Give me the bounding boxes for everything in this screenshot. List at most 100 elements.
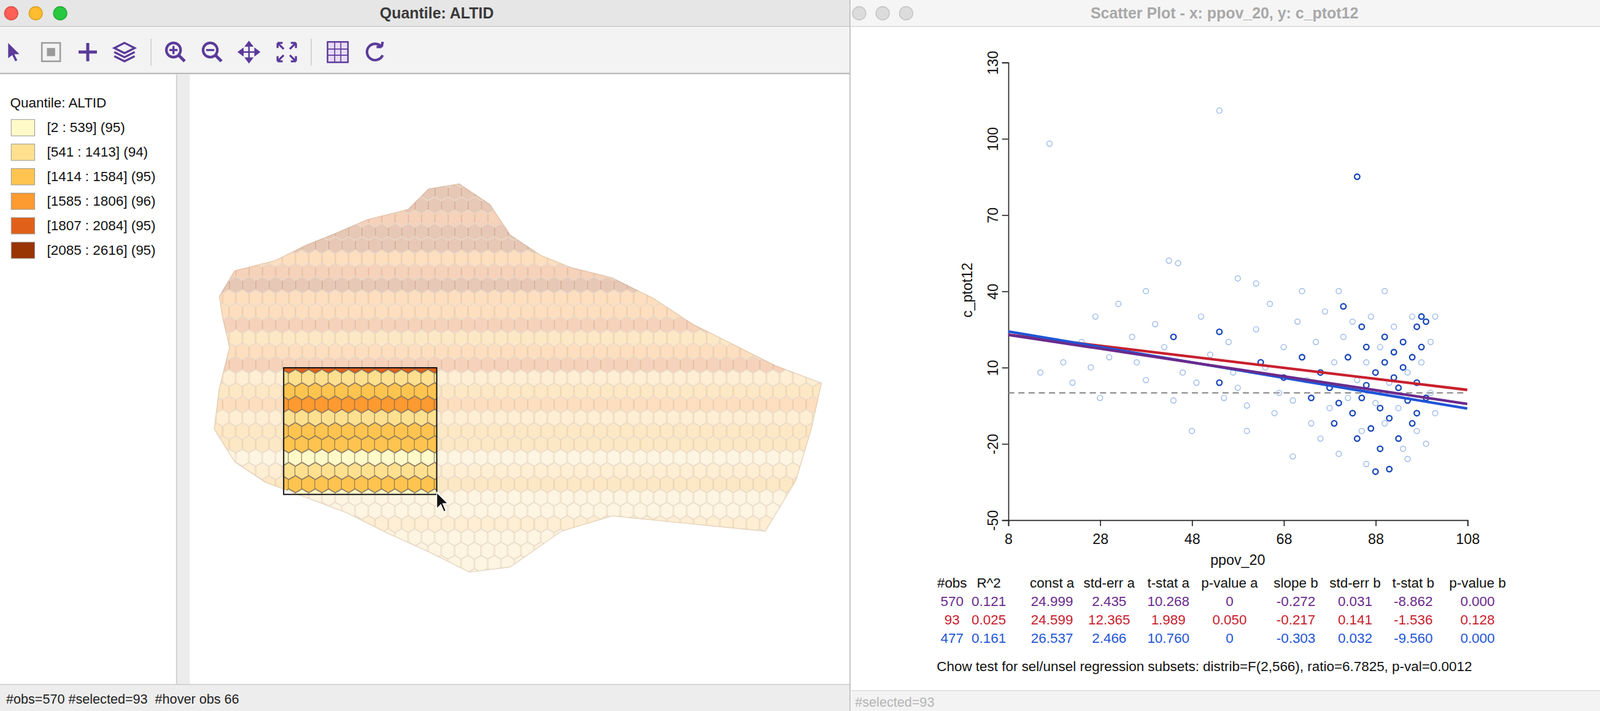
point[interactable] [1363,359,1370,366]
map-unit[interactable] [301,183,316,201]
map-unit[interactable] [255,568,270,586]
map-unit[interactable] [759,223,774,240]
map-unit[interactable] [606,529,621,546]
point[interactable] [1368,313,1374,320]
map-unit[interactable] [752,236,767,254]
map-unit[interactable] [792,475,807,493]
map-unit[interactable] [745,276,760,294]
map-unit[interactable] [454,568,469,586]
map-unit[interactable] [268,541,283,559]
map-unit[interactable] [215,329,230,347]
map-unit[interactable] [201,329,217,347]
map-unit[interactable] [427,568,442,586]
map-unit[interactable] [261,529,276,546]
point[interactable] [1299,288,1305,294]
map-unit[interactable] [295,515,310,533]
point[interactable] [1336,400,1342,406]
map-unit[interactable] [619,263,634,280]
map-unit[interactable] [745,250,760,267]
map-unit[interactable] [228,223,243,240]
map-unit[interactable] [579,183,595,201]
map-unit[interactable] [692,303,708,320]
map-unit[interactable] [633,210,648,228]
map-unit[interactable] [811,435,827,453]
map-unit[interactable] [692,223,708,240]
map-unit[interactable] [208,316,223,334]
map-unit[interactable] [706,515,721,533]
map-unit[interactable] [692,568,708,586]
point[interactable] [1386,466,1392,472]
map-unit[interactable] [626,197,641,214]
map-unit[interactable] [759,250,774,267]
map-unit[interactable] [301,555,316,572]
map-unit[interactable] [308,568,323,586]
map-unit[interactable] [646,529,661,546]
map-unit[interactable] [818,529,833,546]
map-unit[interactable] [222,236,237,254]
map-unit[interactable] [361,541,376,559]
map-unit[interactable] [719,223,734,240]
point[interactable] [1115,301,1122,307]
map-unit[interactable] [301,502,316,519]
map-unit[interactable] [248,475,263,493]
point[interactable] [1134,359,1140,366]
map-unit[interactable] [633,263,648,280]
map-unit[interactable] [281,515,296,533]
map-unit[interactable] [759,329,774,347]
point[interactable] [1326,405,1333,411]
map-unit[interactable] [785,223,800,240]
map-unit[interactable] [201,276,217,294]
map-unit[interactable] [805,210,820,228]
map-unit[interactable] [222,183,237,201]
map-unit[interactable] [520,170,535,188]
map-unit[interactable] [361,568,376,586]
map-unit[interactable] [686,236,701,254]
map-unit[interactable] [752,210,767,228]
map-unit[interactable] [653,250,668,267]
map-unit[interactable] [772,329,787,347]
map-unit[interactable] [765,289,781,307]
map-unit[interactable] [653,170,668,188]
map-unit[interactable] [811,568,827,586]
map-unit[interactable] [679,223,694,240]
point[interactable] [1358,428,1365,434]
map-unit[interactable] [215,515,230,533]
map-unit[interactable] [215,197,230,214]
point[interactable] [1129,333,1135,340]
map-unit[interactable] [215,223,230,240]
point[interactable] [1331,359,1338,366]
map-unit[interactable] [228,170,243,188]
map-unit[interactable] [778,289,793,307]
map-unit[interactable] [785,541,800,559]
map-unit[interactable] [586,515,601,533]
map-unit[interactable] [520,223,535,240]
point[interactable] [1377,446,1383,452]
map-unit[interactable] [633,236,648,254]
toolbar-button[interactable] [238,41,259,62]
map-unit[interactable] [799,250,814,267]
map-unit[interactable] [686,529,701,546]
map-unit[interactable] [261,183,276,201]
map-unit[interactable] [799,515,814,533]
map-unit[interactable] [799,223,814,240]
map-unit[interactable] [699,289,714,307]
map-unit[interactable] [778,183,793,201]
map-unit[interactable] [719,541,734,559]
map-unit[interactable] [785,489,800,506]
map-unit[interactable] [811,541,827,559]
point[interactable] [1060,359,1067,366]
map-unit[interactable] [201,303,217,320]
map-unit[interactable] [739,183,754,201]
map-unit[interactable] [792,263,807,280]
map-unit[interactable] [487,183,502,201]
map-unit[interactable] [600,541,615,559]
map-unit[interactable] [686,289,701,307]
map-unit[interactable] [361,170,376,188]
map-unit[interactable] [805,183,820,201]
map-unit[interactable] [281,541,296,559]
map-unit[interactable] [222,449,237,466]
map-unit[interactable] [506,170,522,188]
map-unit[interactable] [712,210,727,228]
map-unit[interactable] [533,170,549,188]
map-unit[interactable] [778,529,793,546]
